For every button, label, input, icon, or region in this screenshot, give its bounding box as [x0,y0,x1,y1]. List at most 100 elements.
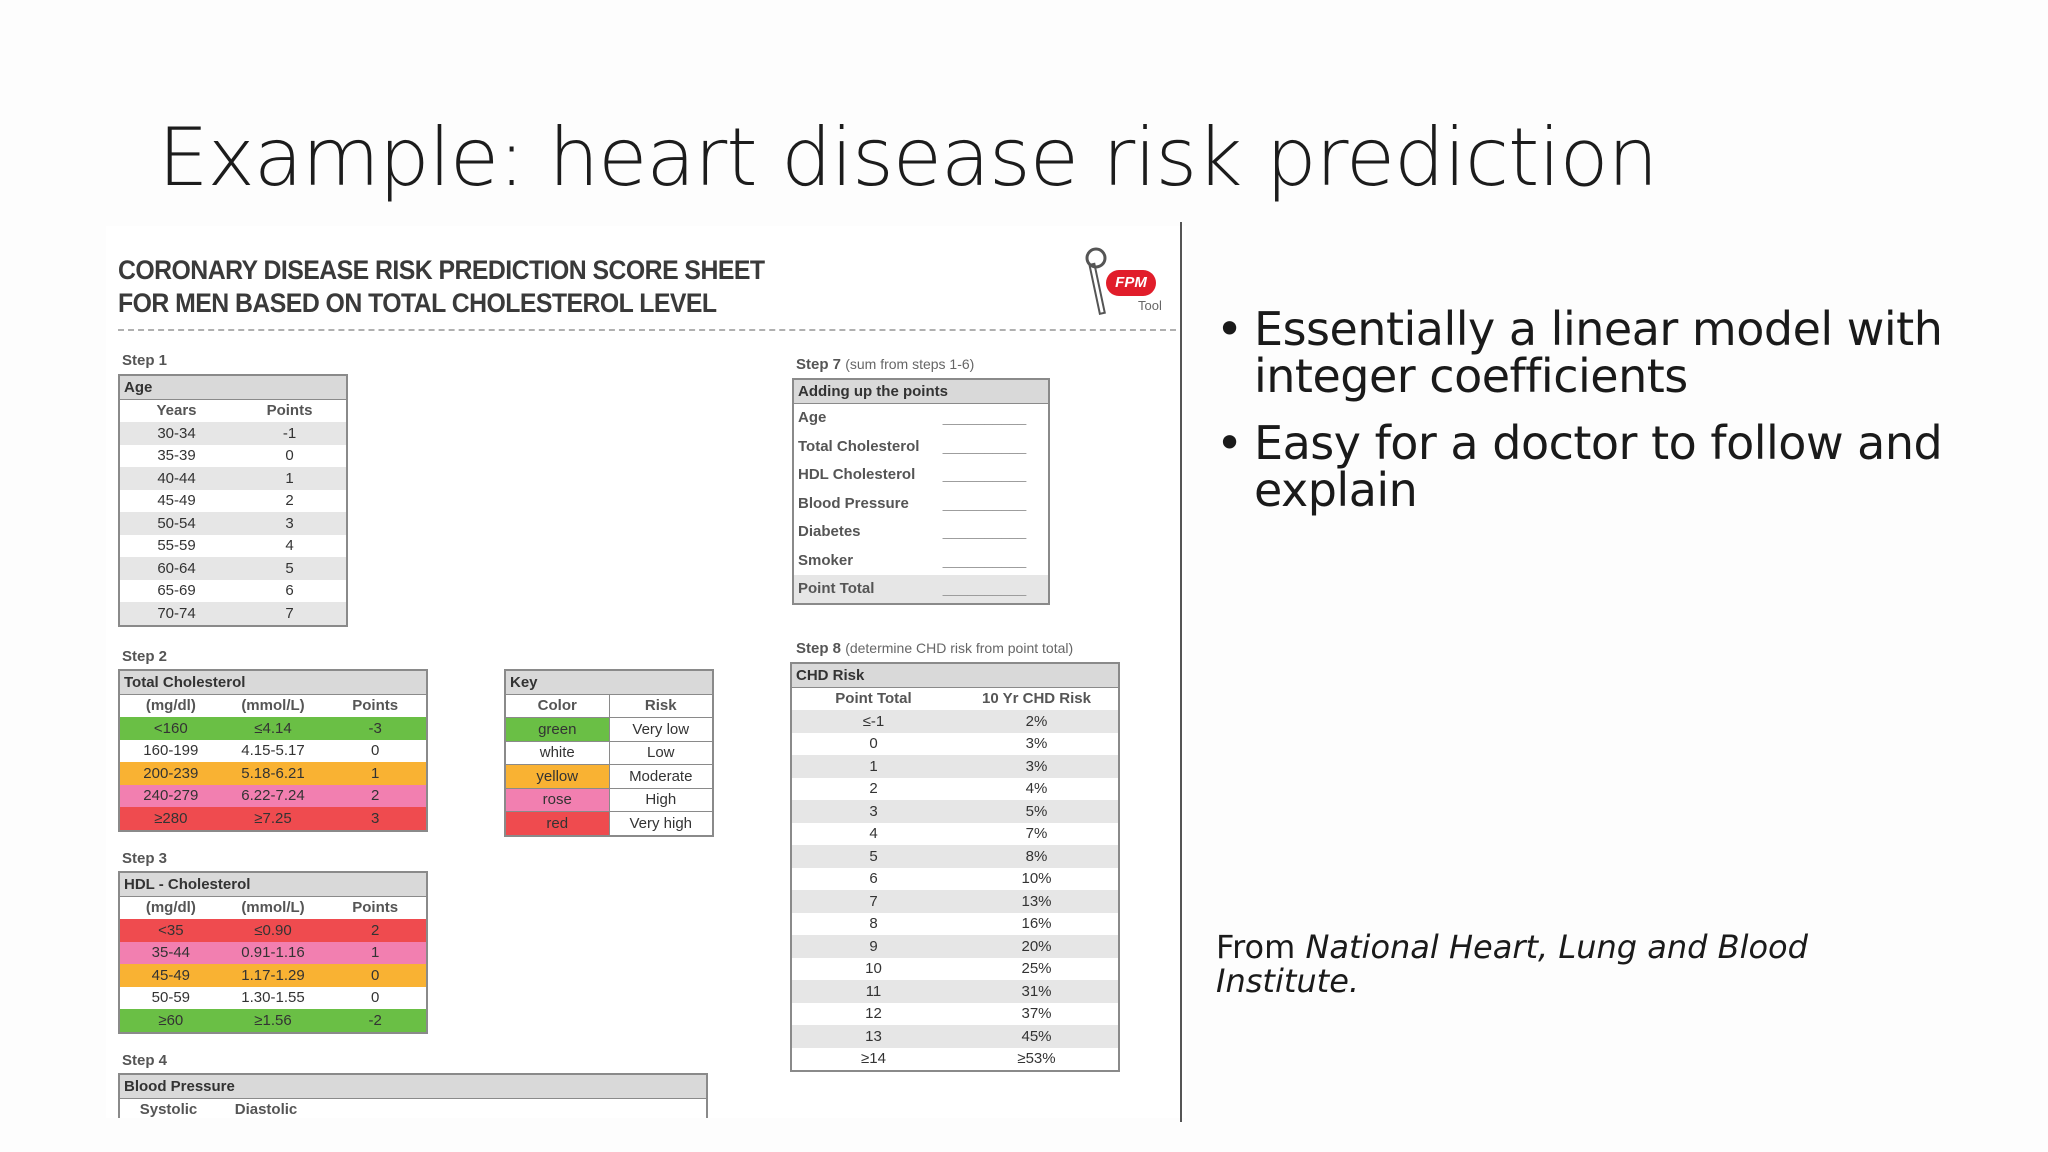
table-header-row: Age [119,375,347,400]
column-header: Point Total [835,690,912,708]
table-row: 3 5% [791,800,1119,823]
sheet-title-line-1: CORONARY DISEASE RISK PREDICTION SCORE S… [118,255,765,285]
table-cell: 1 [324,762,427,785]
table-cell: 35-39 [157,447,196,465]
table-header: Key [504,669,714,695]
table-row: 10 25% [791,958,1119,981]
table-row: 5 8% [791,845,1119,868]
points-blank: __________ [942,494,1027,512]
table-header-row: Total Cholesterol [119,670,427,695]
key-risk-cell: High [608,787,714,812]
points-blank: __________ [942,466,1027,484]
table-cell: 7 [791,890,955,913]
table-header: Adding up the points [793,379,1049,404]
table-cell: 8% [955,845,1119,868]
table-cell: ≥60 [119,1009,222,1033]
column-header: 10 Yr CHD Risk [982,690,1091,708]
column-header-row: Years Points [119,399,347,422]
wrench-icon [1085,247,1107,315]
points-label: Blood Pressure [798,494,909,512]
table-row: yellow Moderate [504,764,714,789]
table-cell: 0 [324,739,427,762]
key-color-cell: white [504,740,610,765]
table-cell: -3 [324,717,427,740]
table-cell: 4 [869,825,878,843]
column-header: (mg/dl) [145,899,196,917]
key-color-cell: green [504,717,610,742]
empty-cell [413,1098,511,1118]
table-row: ≥60 ≥1.56 -2 [119,1009,427,1033]
step8-label: Step 8 (determine CHD risk from point to… [796,640,1073,657]
table-cell: 2 [285,492,294,510]
table-cell: 3 [324,807,427,831]
table-cell: 4.15-5.17 [221,739,325,762]
table-row: 160-199 4.15-5.17 0 [119,739,427,762]
step8-sub: (determine CHD risk from point total) [845,640,1074,656]
empty-cell [609,1098,707,1118]
table-row: Smoker __________ [793,546,1049,575]
table-row: 45-49 2 [119,490,347,513]
column-header: Systolic [139,1101,198,1118]
key-risk-cell: Moderate [608,764,714,789]
table-cell: 60-64 [119,557,233,580]
table-header: CHD Risk [791,663,1119,688]
column-header: (mg/dl) [145,697,196,715]
table-cell: 11 [791,980,955,1003]
table-cell: <160 [119,717,222,740]
table-cell: 9 [791,935,955,958]
table-cell: 50-54 [119,512,233,535]
bullet-list: Essentially a linear model with integer … [1212,306,2012,514]
empty-cell [315,1098,413,1118]
table-cell: 70-74 [119,602,233,626]
table-row: Age __________ [793,403,1049,432]
table-cell: 5 [233,557,347,580]
dashed-divider [118,329,1176,331]
table-row: red Very high [504,811,714,836]
table-row: white Low [504,740,714,765]
table-cell: 55-59 [157,537,196,555]
table-row: Point Total __________ [793,574,1049,604]
table-row: 2 4% [791,778,1119,801]
column-header: Risk [608,693,714,718]
table-row: 9 20% [791,935,1119,958]
table-cell: 6.22-7.24 [221,784,325,807]
table-row: 7 13% [791,890,1119,913]
table-cell: 10 [865,960,882,978]
table-cell: 4% [1025,780,1048,798]
table-row: 50-54 3 [119,512,347,535]
step3-label: Step 3 [122,850,168,867]
points-label: Smoker [798,551,854,569]
table-row: 45-49 1.17-1.29 0 [119,964,427,987]
table-row: <160 ≤4.14 -3 [119,717,427,740]
table-header-row: Adding up the points [793,379,1049,404]
table-row: 6 10% [791,868,1119,891]
table-row: 0 3% [791,733,1119,756]
table-cell: 5.18-6.21 [221,762,325,785]
points-label: Total Cholesterol [798,437,920,455]
table-cell: 0 [285,447,294,465]
points-label: Point Total [793,574,921,604]
column-header: Diastolic [234,1101,298,1118]
table-cell: 1.17-1.29 [221,964,325,987]
table-cell: 6 [869,870,878,888]
table-cell: ≥1.56 [221,1009,325,1033]
table-row: 1 3% [791,755,1119,778]
table-cell: 3 [233,512,347,535]
column-header: Years [156,402,197,420]
table-cell: ≤4.14 [221,717,325,740]
table-cell: 200-239 [119,762,222,785]
key-risk-cell: Low [608,740,714,765]
table-cell: 2 [324,919,427,942]
table-cell: <35 [119,919,222,942]
table-header-row: Key [504,669,714,695]
table-cell: 13% [955,890,1119,913]
table-header-row: CHD Risk [791,663,1119,688]
points-label: Age [798,409,827,427]
table-cell: ≥14 [861,1050,886,1068]
table-cell: ≥7.25 [221,807,325,831]
table-cell: 7 [233,602,347,626]
table-row: 30-34 -1 [119,422,347,445]
logo-tool-text: Tool [1138,298,1162,313]
table-cell: 240-279 [119,784,222,807]
adding-points-table: Adding up the points Age __________ Total C… [792,378,1050,605]
